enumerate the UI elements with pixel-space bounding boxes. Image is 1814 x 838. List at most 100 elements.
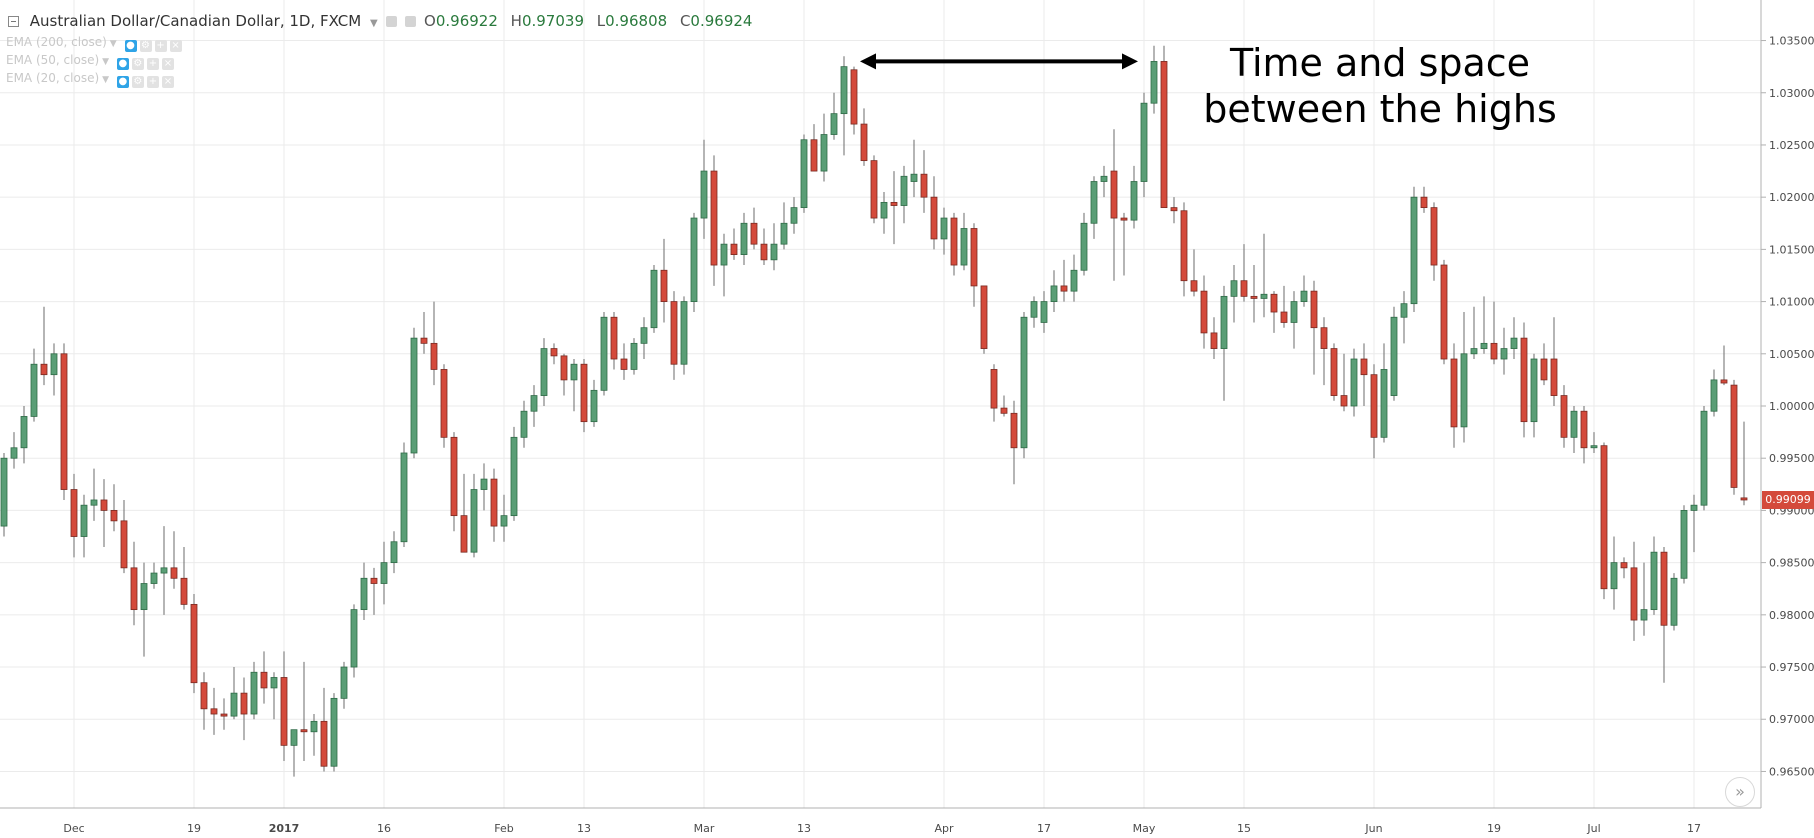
- candle-body: [1450, 358, 1458, 428]
- indicator-label[interactable]: EMA (50, close): [6, 53, 100, 67]
- candle-body: [1420, 196, 1428, 209]
- candle-body: [270, 677, 278, 689]
- candle: [30, 348, 38, 422]
- candle-body: [1470, 348, 1478, 355]
- eye-icon[interactable]: ●: [116, 58, 129, 70]
- candle-body: [620, 358, 628, 370]
- candle: [70, 473, 78, 558]
- candle-body: [1180, 210, 1188, 282]
- candle: [870, 155, 878, 224]
- gear-icon[interactable]: [405, 16, 417, 27]
- candle-body: [1270, 293, 1278, 313]
- candle-body: [710, 170, 718, 266]
- candle: [900, 165, 908, 224]
- candle: [1350, 348, 1358, 417]
- close-icon[interactable]: ×: [161, 58, 174, 70]
- candle: [80, 494, 88, 558]
- candle-body: [50, 353, 58, 376]
- candle-body: [320, 720, 328, 767]
- candle-body: [450, 436, 458, 517]
- candle: [1060, 259, 1068, 302]
- candle-body: [1130, 181, 1138, 221]
- candle: [100, 479, 108, 547]
- candle-body: [0, 457, 8, 527]
- indicator-ema-20[interactable]: EMA (20, close) ▼ ● ⚙ + ×: [6, 71, 177, 88]
- candle-body: [1430, 207, 1438, 266]
- price-tick-label: 1.00000: [1769, 400, 1814, 413]
- indicator-label[interactable]: EMA (20, close): [6, 71, 100, 85]
- candle-body: [1240, 280, 1248, 297]
- candle: [120, 499, 128, 574]
- scroll-to-realtime-button[interactable]: »: [1725, 777, 1755, 807]
- candle: [1040, 291, 1048, 333]
- indicator-ema-200[interactable]: EMA (200, close) ▼ ● ⚙ + ×: [6, 35, 185, 52]
- candle: [450, 432, 458, 532]
- candle: [1610, 536, 1618, 610]
- candle-body: [350, 609, 358, 668]
- symbol-title[interactable]: Australian Dollar/Canadian Dollar, 1D, F…: [29, 12, 362, 30]
- candle-body: [1390, 316, 1398, 396]
- eye-icon[interactable]: [386, 16, 398, 27]
- candle: [1340, 353, 1348, 412]
- gear-icon[interactable]: ⚙: [139, 40, 152, 52]
- gear-icon[interactable]: ⚙: [131, 76, 144, 88]
- candle: [140, 562, 148, 657]
- chevron-down-icon[interactable]: ▼: [102, 75, 110, 85]
- candle: [680, 296, 688, 375]
- candle-body: [420, 337, 428, 344]
- close-icon[interactable]: ×: [169, 40, 182, 52]
- candle-body: [550, 348, 558, 357]
- candle-body: [1000, 407, 1008, 414]
- candle: [530, 385, 538, 427]
- plus-icon[interactable]: +: [154, 40, 167, 52]
- arrow-head-right: [1122, 53, 1138, 70]
- candle-body: [1540, 358, 1548, 381]
- candle: [270, 672, 278, 720]
- candle: [1480, 296, 1488, 354]
- candle-body: [180, 577, 188, 605]
- candle: [260, 651, 268, 704]
- candle: [1310, 280, 1318, 375]
- chevron-down-icon[interactable]: ▼: [109, 39, 117, 49]
- candle-body: [1640, 609, 1648, 621]
- candle: [1560, 385, 1568, 448]
- candle: [1500, 327, 1508, 375]
- time-axis[interactable]: Dec 19 2017 16 Feb 13 Mar 13 Apr 17 May 15 Jun 19 Jul 1…: [63, 822, 1701, 835]
- candle-body: [10, 447, 18, 459]
- candle-body: [1300, 290, 1308, 302]
- candle-body: [670, 301, 678, 365]
- candle-body: [970, 228, 978, 287]
- candle: [960, 212, 968, 271]
- candle: [1010, 400, 1018, 485]
- gear-icon[interactable]: ⚙: [131, 58, 144, 70]
- candle-body: [1590, 445, 1598, 449]
- collapse-legend-icon[interactable]: [8, 16, 19, 27]
- plus-icon[interactable]: +: [146, 76, 159, 88]
- candle: [1210, 317, 1218, 360]
- low-value: 0.96808: [605, 12, 668, 30]
- price-axis[interactable]: 1.03500 1.03000 1.02500 1.02000 1.01500 1.010…: [1761, 35, 1814, 779]
- eye-icon[interactable]: ●: [124, 40, 137, 52]
- candle-body: [1720, 379, 1728, 384]
- plus-icon[interactable]: +: [146, 58, 159, 70]
- candle: [720, 233, 728, 297]
- candle-body: [1230, 280, 1238, 297]
- candle: [280, 651, 288, 762]
- eye-icon[interactable]: ●: [116, 76, 129, 88]
- close-icon[interactable]: ×: [161, 76, 174, 88]
- time-tick-label: Dec: [63, 822, 84, 835]
- candle: [1460, 312, 1468, 443]
- price-tick-label: 0.98500: [1769, 557, 1814, 570]
- candle: [990, 364, 998, 422]
- indicator-ema-50[interactable]: EMA (50, close) ▼ ● ⚙ + ×: [6, 53, 177, 70]
- chevron-down-icon[interactable]: ▼: [370, 18, 378, 29]
- chevron-down-icon[interactable]: ▼: [102, 57, 110, 67]
- indicator-label[interactable]: EMA (200, close): [6, 35, 107, 49]
- candle-body: [260, 671, 268, 689]
- candle-body: [910, 173, 918, 182]
- candle-body: [810, 139, 818, 172]
- candle-body: [300, 729, 308, 733]
- candle-body: [1410, 196, 1418, 305]
- candle-body: [440, 369, 448, 438]
